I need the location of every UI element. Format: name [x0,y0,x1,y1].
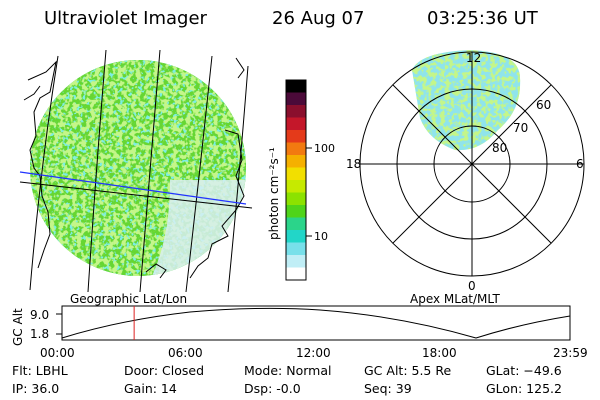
colorbar-segment [286,80,306,93]
colorbar-segment [286,130,306,143]
instrument-title: Ultraviolet Imager [44,8,207,29]
mode-label: Mode: Normal [244,363,332,378]
geographic-image [19,49,253,293]
colorbar-unit-label: photon cm⁻²s⁻¹ [267,147,281,240]
geographic-panel-label: Geographic Lat/Lon [70,292,187,306]
x-tick-2359: 23:59 [553,346,588,360]
filter-label: Flt: LBHL [12,363,68,378]
colorbar-segment [286,92,306,106]
colorbar-segment [286,105,306,118]
mlat-label-80: 80 [492,141,507,155]
gain-label: Gain: 14 [124,381,177,396]
timeline-y-label: GC Alt [11,308,25,346]
x-tick-0600: 06:00 [168,346,203,360]
mlt-label-6: 6 [576,157,584,171]
colorbar-segment [286,255,306,268]
colorbar-segment [286,230,306,243]
color-scale-bar [285,79,307,281]
x-tick-0000: 00:00 [40,346,75,360]
mlt-label-12: 12 [466,51,481,65]
door-label: Door: Closed [124,363,205,378]
colorbar-segment [286,217,306,231]
mlat-label-70: 70 [513,121,528,135]
colorbar-segment [286,192,306,206]
colorbar-segment [286,205,306,218]
mlt-label-0: 0 [468,279,476,293]
colorbar-segment [286,155,306,168]
glon-label: GLon: 125.2 [486,381,562,396]
colorbar-segment [286,117,306,131]
colorbar-segment [286,242,306,256]
x-tick-1200: 12:00 [296,346,331,360]
colorbar-segment [286,180,306,193]
dsp-label: Dsp: -0.0 [244,381,301,396]
mlt-label-18: 18 [346,157,361,171]
colorbar-label-10: 10 [314,230,328,243]
x-tick-1800: 18:00 [422,346,457,360]
date-label: 26 Aug 07 [272,8,365,29]
polar-plot: 12 18 6 0 60 70 80 [346,50,585,293]
colorbar-label-100: 100 [314,142,335,155]
gc-alt-label: GC Alt: 5.5 Re [364,363,452,378]
colorbar-frame [285,79,307,281]
colorbar-segment [286,167,306,181]
y-tick-1-8: 1.8 [30,327,49,341]
y-tick-9: 9.0 [30,308,49,322]
colorbar-segment [286,267,306,281]
mlat-label-60: 60 [536,98,551,112]
time-label: 03:25:36 UT [427,8,538,29]
altitude-timeline: GC Alt 9.0 1.8 00:00 06:00 12:00 18:00 2… [11,305,588,360]
colorbar-segment [286,142,306,156]
seq-label: Seq: 39 [364,381,412,396]
timeline-frame [61,305,571,341]
ip-label: IP: 36.0 [12,381,60,396]
gc-alt-curve [61,307,571,339]
glat-label: GLat: −49.6 [486,363,562,378]
polar-panel-label: Apex MLat/MLT [410,292,500,306]
